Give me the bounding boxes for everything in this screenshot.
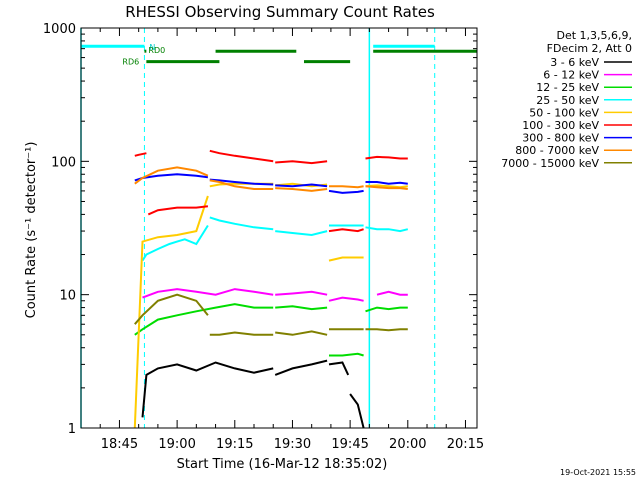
series-1-segment-1 <box>275 290 328 296</box>
series-1-segment-0 <box>142 288 274 299</box>
plot-frame <box>80 27 478 429</box>
state-label-rd0: RD0 <box>148 46 165 55</box>
series-7-segment-4 <box>365 185 408 190</box>
legend-label-3: 25 - 50 keV <box>536 94 599 107</box>
series-7-segment-3 <box>329 185 364 189</box>
series-3-segment-4 <box>365 226 409 233</box>
y-tick-label: 100 <box>51 155 76 170</box>
series-5-segment-3 <box>275 160 328 165</box>
series-1-segment-2 <box>328 296 364 302</box>
legend-header-line-1: Det 1,3,5,6,9, <box>556 29 632 42</box>
series-1-segment-3 <box>376 290 408 296</box>
state-label-n: N <box>149 43 155 52</box>
x-axis: 18:45 19:00 19:15 19:30 19:45 20:00 20:15 <box>80 28 484 452</box>
series-2-segment-3 <box>365 306 408 313</box>
series-0-segment-0 <box>141 361 274 418</box>
legend-label-5: 100 - 300 keV <box>522 119 599 132</box>
legend-label-8: 7000 - 15000 keV <box>501 157 599 170</box>
series-8-segment-1 <box>209 331 274 336</box>
legend-label-0: 3 - 6 keV <box>550 56 599 69</box>
series-7-segment-0 <box>134 166 209 185</box>
y-tick-label: 1 <box>68 422 76 437</box>
series-4-segment-4 <box>365 184 408 189</box>
series-8-segment-0 <box>134 293 209 325</box>
series-5-segment-2 <box>209 149 274 163</box>
series-2-segment-2 <box>329 352 364 357</box>
x-tick-label: 20:15 <box>447 437 484 452</box>
series-5-segment-0 <box>134 152 147 157</box>
series-0-segment-3 <box>349 393 365 429</box>
series-3-segment-0 <box>141 224 209 262</box>
series-6-segment-3 <box>328 189 364 194</box>
footnote-timestamp: 19-Oct-2021 15:55 <box>560 468 636 477</box>
x-tick-label: 19:30 <box>274 437 311 452</box>
series-5-segment-4 <box>328 228 364 233</box>
y-tick-label: 10 <box>59 289 76 304</box>
series-6-segment-4 <box>365 181 408 185</box>
series-3-segment-2 <box>275 230 328 237</box>
legend-label-7: 800 - 7000 keV <box>515 144 599 157</box>
x-tick-label: 20:00 <box>389 437 426 452</box>
y-tick-label: 1000 <box>43 22 76 37</box>
series-3-segment-1 <box>209 216 274 231</box>
x-axis-label: Start Time (16-Mar-12 18:35:02) <box>177 457 388 472</box>
x-tick-label: 19:45 <box>331 437 368 452</box>
series-2-segment-1 <box>275 305 328 311</box>
chart-title: RHESSI Observing Summary Count Rates <box>125 3 435 21</box>
series-6-segment-1 <box>209 178 274 186</box>
legend: Det 1,3,5,6,9, FDecim 2, Att 0 3 - 6 keV… <box>501 29 632 170</box>
series-8-segment-2 <box>275 330 328 336</box>
legend-label-2: 12 - 25 keV <box>536 81 599 94</box>
series-5-segment-5 <box>365 155 408 160</box>
x-tick-label: 19:15 <box>216 437 253 452</box>
series-6-segment-2 <box>275 183 328 188</box>
state-label-rd6: RD6 <box>122 58 139 67</box>
legend-label-1: 6 - 12 keV <box>543 69 599 82</box>
series-0-segment-2 <box>328 361 350 376</box>
x-tick-label: 19:00 <box>158 437 195 452</box>
legend-header-line-2: FDecim 2, Att 0 <box>547 42 632 55</box>
x-tick-label: 18:45 <box>101 437 138 452</box>
series-4-segment-0 <box>133 195 209 429</box>
y-axis-label: Count Rate (s⁻¹ detector⁻¹) <box>24 142 39 319</box>
series-4-segment-3 <box>328 256 364 262</box>
legend-label-4: 50 - 100 keV <box>529 106 599 119</box>
series-0-segment-1 <box>274 359 328 376</box>
legend-label-6: 300 - 800 keV <box>522 132 599 145</box>
series-5-segment-1 <box>147 205 209 216</box>
series-7-segment-2 <box>275 187 328 192</box>
series-2-segment-0 <box>134 303 274 336</box>
series-7-segment-1 <box>209 179 274 190</box>
series-8-segment-4 <box>365 328 408 332</box>
y-axis: 1 10 100 1000 <box>43 22 477 437</box>
